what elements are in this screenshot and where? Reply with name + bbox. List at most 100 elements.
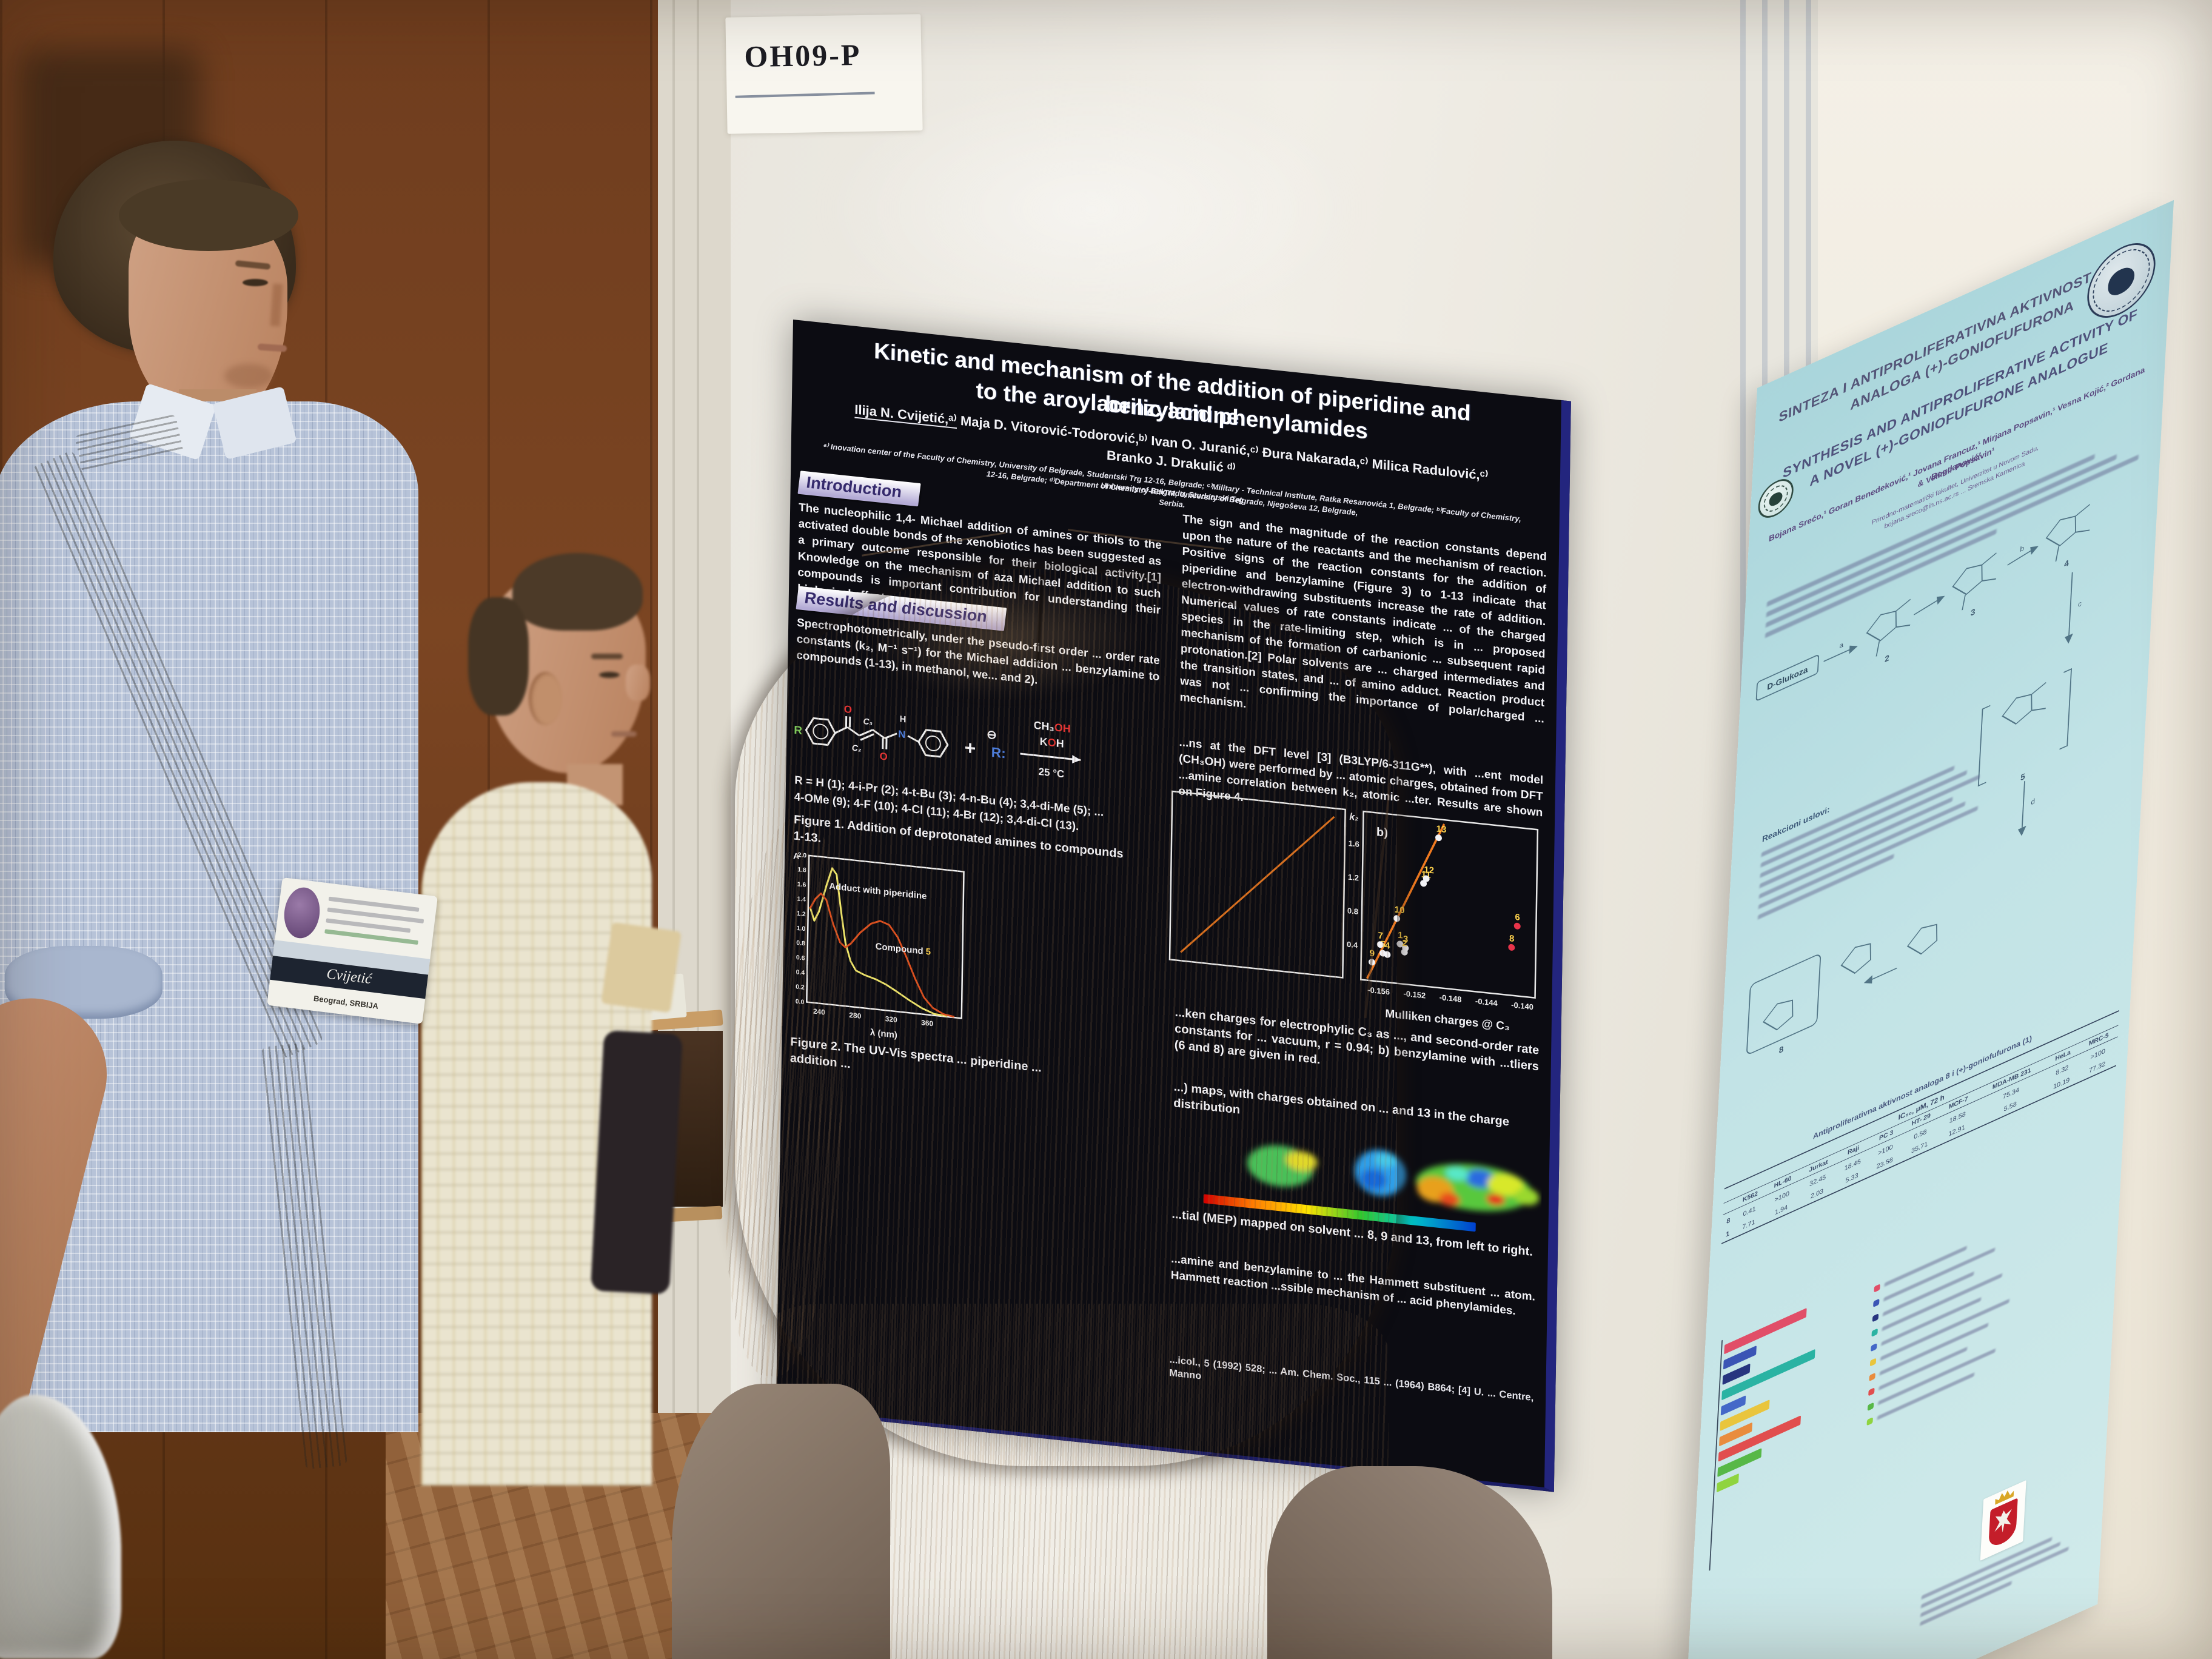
svg-text:+: + — [964, 736, 976, 759]
svg-text:A: A — [793, 851, 799, 861]
data-point — [1393, 915, 1401, 922]
woman-jacket-left-shoulder — [672, 1384, 890, 1659]
svg-text:2: 2 — [1885, 653, 1889, 665]
poster-board-edge — [658, 0, 733, 1659]
y-tick: 0.4 — [796, 969, 805, 976]
data-point — [1369, 959, 1375, 966]
man2-eyebrow — [591, 654, 623, 659]
data-point — [1384, 951, 1391, 958]
x-tick: -0.156 — [1367, 985, 1390, 997]
conference-logo-icon — [281, 885, 323, 940]
data-point — [1423, 875, 1430, 882]
hair-highlight — [867, 577, 1146, 699]
data-point — [1513, 922, 1521, 930]
y-tick: 2.0 — [797, 852, 806, 859]
man2-mouth — [611, 731, 637, 737]
data-point — [1396, 940, 1404, 948]
point-label: 3 — [1403, 934, 1409, 945]
data-point — [1508, 943, 1515, 951]
x-tick: 280 — [849, 1011, 862, 1021]
y-tick: 0.6 — [796, 954, 805, 962]
x-tick: -0.152 — [1403, 989, 1426, 1000]
reaction-scheme-figure1: R O C₃ C₂ O N H + ⊖ R: CH₃OH — [794, 703, 1081, 780]
data-point — [1435, 834, 1442, 842]
y-tick: 1.0 — [797, 925, 806, 933]
svg-text:a: a — [1839, 640, 1843, 650]
edge-groove — [672, 0, 675, 1659]
y-tick: 1.6 — [797, 881, 806, 888]
man2-papers — [601, 922, 682, 1013]
edge-groove — [697, 0, 699, 1659]
y-tick: 0.8 — [1347, 906, 1358, 916]
svg-text:b: b — [2020, 544, 2024, 554]
panel-b-frame — [1359, 810, 1539, 999]
y-tick: 0.2 — [796, 984, 805, 991]
svg-text:C₂: C₂ — [852, 743, 862, 754]
man2-eye — [599, 672, 620, 678]
x-tick: 320 — [885, 1014, 898, 1024]
svg-text:5: 5 — [2020, 772, 2025, 783]
svg-text:N: N — [898, 728, 906, 740]
man2-ear — [529, 672, 562, 725]
y-tick: 1.8 — [797, 866, 806, 874]
point-label: 13 — [1436, 823, 1447, 835]
benzene-ring-icon — [805, 717, 836, 746]
woman-jacket-right-shoulder — [1267, 1466, 1552, 1659]
point-label: 6 — [1515, 912, 1520, 923]
svg-text:λ (nm): λ (nm) — [870, 1027, 897, 1041]
x-tick: 360 — [921, 1018, 934, 1028]
svg-text:CH₃OH: CH₃OH — [1033, 719, 1070, 735]
man2-nose — [626, 665, 650, 701]
man1-hairline — [119, 179, 298, 251]
panel-a-frame — [1168, 790, 1346, 979]
svg-text:d: d — [2031, 797, 2035, 806]
y-axis-label: k₂ — [1349, 812, 1358, 823]
svg-text:3: 3 — [1971, 607, 1976, 618]
y-tick: 0.0 — [796, 999, 805, 1006]
svg-text:⊖: ⊖ — [987, 728, 997, 742]
man1-chin-shadow — [224, 364, 273, 388]
svg-text:KOH: KOH — [1040, 736, 1064, 750]
svg-text:C₃: C₃ — [863, 716, 873, 727]
point-label: 7 — [1378, 931, 1383, 942]
data-point — [1376, 941, 1384, 948]
point-label: 8 — [1509, 933, 1515, 944]
y-tick: 1.2 — [797, 911, 806, 918]
point-label: 9 — [1370, 948, 1375, 959]
svg-text:H: H — [899, 714, 906, 725]
y-tick: 0.8 — [796, 940, 805, 947]
woman-hair — [735, 569, 1397, 1466]
benzene-ring-icon — [917, 729, 949, 758]
point-label: 10 — [1395, 905, 1405, 916]
uv-curve — [809, 892, 955, 1018]
x-tick: -0.140 — [1511, 1000, 1533, 1011]
svg-text:R: R — [794, 724, 802, 737]
y-tick: 1.6 — [1349, 839, 1359, 849]
man1-eye — [243, 279, 268, 286]
x-tick: -0.148 — [1439, 993, 1462, 1004]
man2-bag — [590, 1030, 683, 1295]
y-tick: 1.4 — [797, 896, 806, 903]
name-badge: Cvijetić Beograd, SRBIJA — [267, 877, 438, 1024]
svg-text:O: O — [844, 703, 852, 716]
point-label: 4 — [1385, 940, 1390, 951]
panel-b-label: b) — [1376, 825, 1388, 840]
svg-text:c: c — [2078, 599, 2082, 609]
data-point — [1401, 948, 1408, 956]
svg-text:8: 8 — [1778, 1045, 1783, 1056]
mep-maps-image — [1247, 1145, 1540, 1212]
uv-vis-chart: A λ (nm) 0.0 0.2 0.4 0.6 0.8 1.0 1.2 1.4 1.6 1.8 2… — [793, 851, 965, 1041]
point-label: 2 — [1402, 938, 1407, 949]
svg-text:R:: R: — [991, 744, 1006, 761]
svg-text:4: 4 — [2064, 558, 2069, 570]
point-label: 1 — [1398, 930, 1403, 941]
man2-hair-side — [468, 597, 529, 716]
reaction-arrow-icon — [1020, 752, 1081, 761]
uv-curve — [809, 867, 948, 1017]
man2-hair — [512, 553, 643, 631]
black-poster: Kinetic and mechanism of the addition of… — [776, 320, 1571, 1492]
x-tick: -0.144 — [1475, 996, 1498, 1008]
x-tick: 240 — [813, 1007, 826, 1017]
